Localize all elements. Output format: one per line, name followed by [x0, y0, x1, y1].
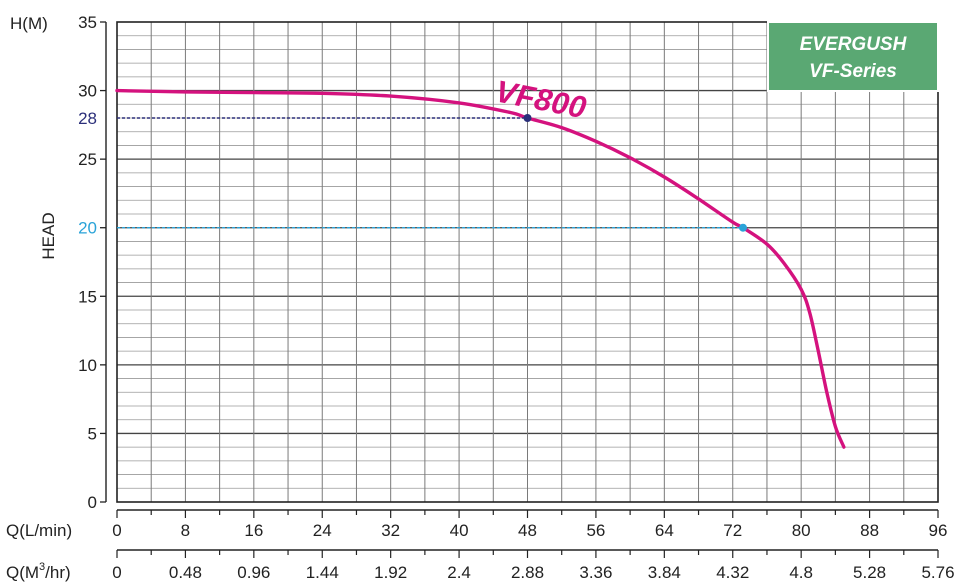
y-tick-label: 0 [88, 493, 97, 512]
y-unit-label: H(M) [10, 14, 48, 33]
x2-tick-label: 0.96 [237, 563, 270, 582]
y-tick-label: 30 [78, 82, 97, 101]
y-tick-label: 5 [88, 424, 97, 443]
brand-badge-box [767, 21, 939, 92]
plot-frame [116, 21, 939, 503]
x-tick-label: 96 [929, 521, 948, 540]
reference-value-label: 28 [78, 109, 97, 128]
x-tick-label: 64 [655, 521, 674, 540]
brand-badge: EVERGUSH VF-Series [767, 21, 939, 92]
x-tick-label: 88 [860, 521, 879, 540]
grid [116, 21, 939, 503]
x2-tick-label: 1.92 [374, 563, 407, 582]
brand-badge-line1: EVERGUSH [800, 34, 908, 55]
reference-point [523, 114, 532, 122]
x2-unit-label: Q(M3/hr) [6, 561, 71, 582]
reference-markers: 28 20 [78, 109, 748, 238]
x-tick-label: 24 [313, 521, 332, 540]
brand-badge-line2: VF-Series [809, 61, 897, 82]
x2-tick-label: 4.8 [789, 563, 813, 582]
x-tick-label: 8 [181, 521, 190, 540]
x2-tick-label: 5.76 [921, 563, 954, 582]
y-tick-label: 35 [78, 13, 97, 32]
x-tick-label: 16 [244, 521, 263, 540]
x2-tick-label: 5.28 [853, 563, 886, 582]
series-line-vf800 [115, 88, 846, 449]
x2-tick-label: 3.84 [648, 563, 681, 582]
x-tick-label: 72 [723, 521, 742, 540]
x-tick-label: 48 [518, 521, 537, 540]
x2-tick-label: 4.32 [716, 563, 749, 582]
x-unit-label: Q(L/min) [6, 521, 72, 540]
y-tick-label: 25 [78, 150, 97, 169]
x-tick-label: 40 [450, 521, 469, 540]
x2-tick-label: 1.44 [306, 563, 339, 582]
x-tick-label: 32 [381, 521, 400, 540]
x2-tick-label: 3.36 [579, 563, 612, 582]
reference-point [739, 223, 748, 232]
axes: 0510152530350080.48160.96241.44321.92402… [78, 13, 954, 582]
x2-tick-label: 2.88 [511, 563, 544, 582]
y-axis-title: HEAD [39, 212, 58, 259]
x2-tick-label: 0.48 [169, 563, 202, 582]
x2-tick-label: 0 [112, 563, 121, 582]
x-tick-label: 0 [112, 521, 121, 540]
x-tick-label: 56 [586, 521, 605, 540]
y-tick-label: 15 [78, 287, 97, 306]
reference-value-label: 20 [78, 219, 97, 238]
series-layer: VF800 [115, 74, 846, 449]
x-tick-label: 80 [792, 521, 811, 540]
y-tick-label: 10 [78, 356, 97, 375]
x2-tick-label: 2.4 [447, 563, 471, 582]
